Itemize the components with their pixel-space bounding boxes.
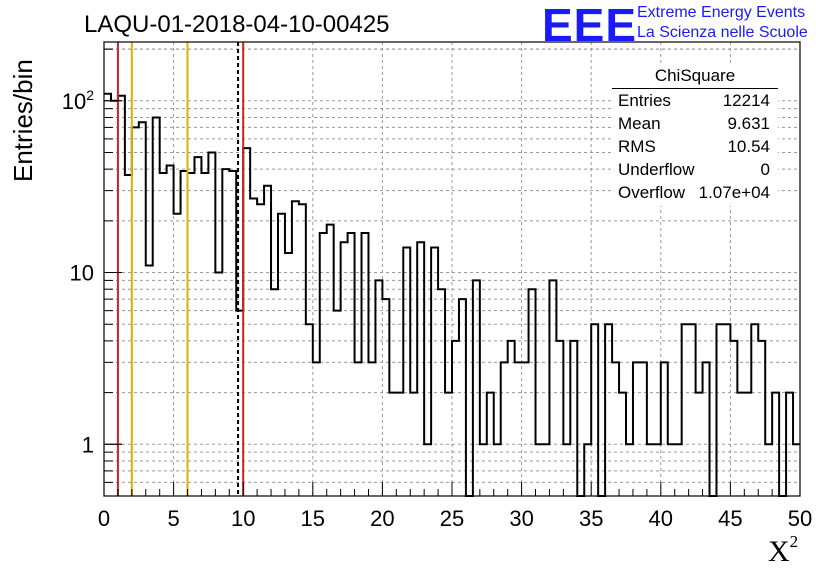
stat-key: Underflow	[618, 160, 695, 179]
x-axis-label-base: X	[768, 535, 790, 568]
run-title: LAQU-01-2018-04-10-00425	[84, 11, 390, 38]
eee-logo-letters: EEE	[542, 0, 638, 51]
x-tick-label: 45	[718, 506, 742, 531]
stat-value: 10.54	[727, 137, 770, 156]
x-tick-label: 15	[301, 506, 325, 531]
stat-row-overflow: Overflow 1.07e+04	[618, 183, 770, 205]
x-tick-label: 20	[370, 506, 394, 531]
stats-divider	[612, 88, 778, 89]
x-tick-label: 40	[649, 506, 673, 531]
reference-lines-layer	[116, 42, 245, 496]
stat-key: Mean	[618, 114, 661, 133]
x-axis-label: X2	[768, 532, 798, 569]
x-tick-label: 25	[440, 506, 464, 531]
stat-value: 12214	[722, 91, 770, 110]
stat-key: Overflow	[618, 183, 686, 202]
stat-key: RMS	[618, 137, 656, 156]
stat-row-entries: Entries 12214	[618, 91, 770, 113]
stat-value: 0	[760, 160, 770, 179]
stat-key: Entries	[618, 91, 671, 110]
x-tick-label: 10	[231, 506, 255, 531]
x-tick-label: 5	[167, 506, 179, 531]
eee-logo: EEE Extreme Energy Events La Scienza nel…	[542, 0, 808, 51]
stat-row-mean: Mean 9.631	[618, 114, 770, 136]
y-tick-label: 10	[70, 261, 94, 286]
stat-row-underflow: Underflow 0	[618, 160, 770, 182]
statistics-box: ChiSquare Entries 12214 Mean 9.631 RMS 1…	[612, 66, 778, 206]
x-axis-label-superscript: 2	[789, 532, 799, 551]
grid-layer	[104, 42, 800, 496]
stats-title: ChiSquare	[654, 66, 736, 85]
stat-value: 9.631	[727, 114, 770, 133]
x-tick-label: 35	[579, 506, 603, 531]
x-tick-label: 30	[509, 506, 533, 531]
histogram-outline	[104, 92, 800, 497]
x-tick-label: 0	[98, 506, 110, 531]
logo-tagline-1: Extreme Energy Events	[637, 4, 806, 21]
y-axis-label: Entries/bin	[8, 59, 38, 182]
x-tick-label: 50	[788, 506, 812, 531]
logo-tagline-2: La Scienza nelle Scuole	[637, 24, 808, 41]
stat-value: 1.07e+04	[698, 183, 770, 202]
histogram-layer	[104, 92, 800, 497]
stat-row-rms: RMS 10.54	[618, 137, 770, 159]
y-tick-label: 102	[62, 87, 94, 114]
y-tick-label: 1	[82, 432, 94, 457]
axes-layer: 0 5 10 15 20 25 30 35 40 45 50 1 10 102	[62, 41, 812, 531]
